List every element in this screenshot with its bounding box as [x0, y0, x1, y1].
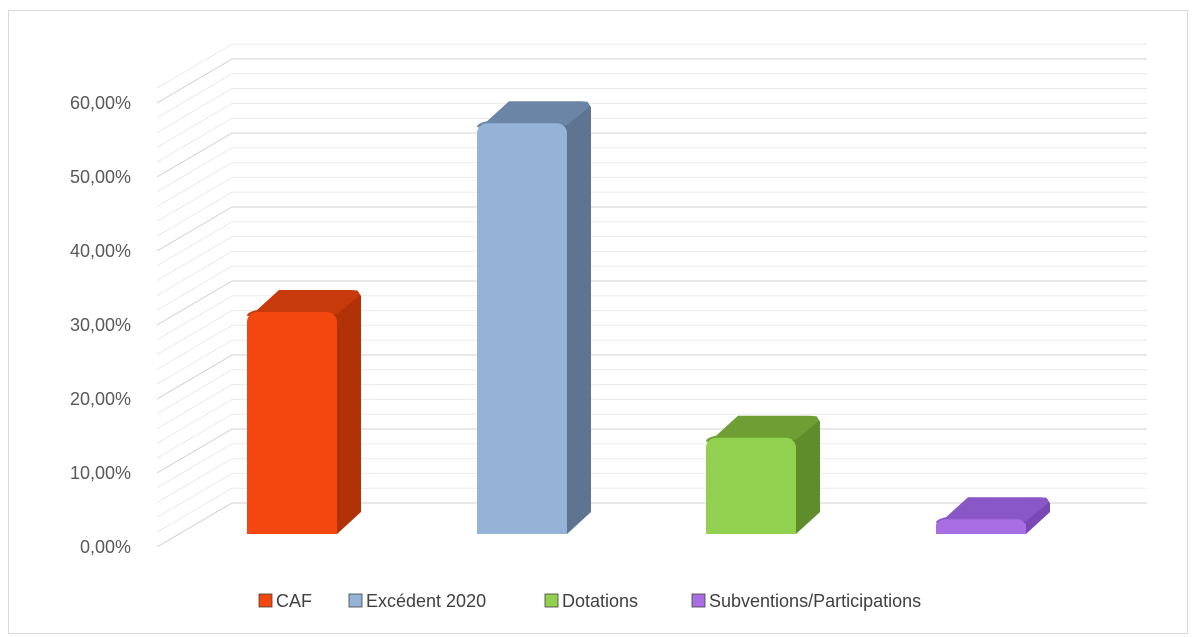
legend-label: Excédent 2020 — [366, 591, 486, 611]
y-tick-label: 40,00% — [70, 241, 131, 261]
bar-4 — [936, 497, 1050, 534]
gridline-depth — [156, 176, 233, 222]
gridline-depth — [156, 265, 233, 311]
y-tick-label: 50,00% — [70, 167, 131, 187]
legend-label: Dotations — [562, 591, 638, 611]
gridline-depth — [156, 43, 233, 89]
chart-frame: 0,00% 10,00% 20,00% 30,00% 40,00% 50,00% 60,00… — [8, 10, 1188, 634]
gridline-depth — [156, 162, 233, 208]
bar-top — [706, 415, 819, 442]
gridline-depth — [156, 295, 233, 341]
bars — [247, 101, 1050, 535]
bar-1 — [247, 290, 361, 534]
y-tick-label: 30,00% — [70, 315, 131, 335]
legend-item: Excédent 2020 — [348, 591, 486, 611]
legend-swatch — [544, 593, 559, 608]
gridline-depth — [156, 280, 233, 326]
gridline-depth — [156, 221, 233, 267]
y-tick-label: 20,00% — [70, 389, 131, 409]
bar-front-base — [477, 524, 567, 534]
gridline-depth — [156, 147, 233, 193]
gridline-depth — [156, 487, 233, 533]
gridline-depth — [156, 384, 233, 430]
legend: CAF Excédent 2020 Dotations Subventions/Par… — [258, 591, 921, 611]
gridline-depth — [156, 88, 233, 134]
bar-front — [247, 312, 337, 534]
gridline-depth — [156, 443, 233, 489]
bar-side — [333, 290, 361, 534]
gridline-depth — [156, 310, 233, 356]
gridline-depth — [156, 236, 233, 282]
bar-top — [936, 497, 1049, 524]
y-axis-tick-labels: 0,00% 10,00% 20,00% 30,00% 40,00% 50,00% 60,00… — [70, 93, 131, 557]
gridline-depth — [156, 398, 233, 444]
bar-front — [477, 123, 567, 535]
legend-swatch — [691, 593, 706, 608]
legend-label: Subventions/Participations — [709, 591, 921, 611]
bar-3 — [706, 415, 820, 534]
bar-side — [563, 101, 591, 535]
bar-top — [477, 101, 590, 128]
y-tick-label: 60,00% — [70, 93, 131, 113]
gridline-depth — [156, 73, 233, 119]
gridline-depth — [156, 132, 233, 178]
gridline-depth — [156, 458, 233, 504]
bar-chart: 0,00% 10,00% 20,00% 30,00% 40,00% 50,00% 60,00… — [70, 43, 1147, 611]
bar-front-base — [936, 524, 1026, 534]
legend-label: CAF — [276, 591, 312, 611]
legend-item: Subventions/Participations — [691, 591, 921, 611]
legend-item: Dotations — [544, 591, 638, 611]
gridline-depth — [156, 413, 233, 459]
gridline-depth — [156, 339, 233, 385]
gridline-depth — [156, 191, 233, 237]
bar-front — [706, 437, 796, 534]
y-tick-label: 10,00% — [70, 463, 131, 483]
gridline-depth — [156, 117, 233, 163]
gridline-depth — [156, 354, 233, 400]
gridline-depth — [156, 206, 233, 252]
gridline-depth — [156, 502, 233, 548]
gridlines — [156, 43, 1147, 548]
bar-side — [792, 415, 820, 534]
bar-front-base — [247, 524, 337, 534]
gridline-depth — [156, 472, 233, 518]
gridline-depth — [156, 324, 233, 370]
bar-top — [247, 290, 360, 316]
y-tick-label: 0,00% — [80, 537, 131, 557]
bar-front-base — [706, 524, 796, 534]
gridline-depth — [156, 369, 233, 415]
gridline-depth — [156, 58, 233, 104]
legend-item: CAF — [258, 591, 312, 611]
bar-2 — [477, 101, 591, 535]
gridline-depth — [156, 250, 233, 296]
gridline-depth — [156, 428, 233, 474]
legend-swatch — [258, 593, 273, 608]
legend-swatch — [348, 593, 363, 608]
gridline-depth — [156, 102, 233, 148]
